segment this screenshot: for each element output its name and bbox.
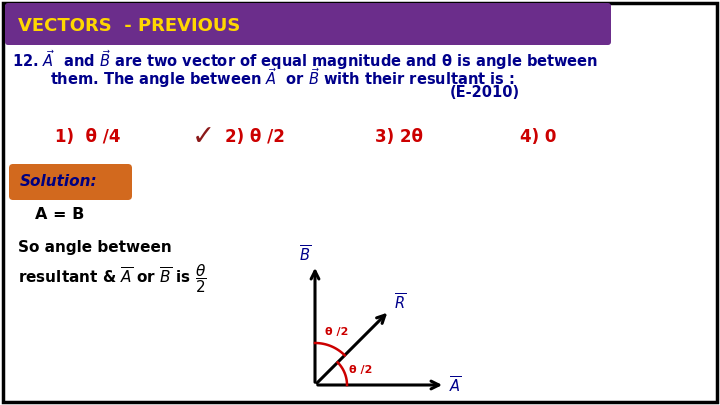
Text: θ /2: θ /2 [325, 327, 348, 337]
Text: 12. $\vec{A}$  and $\vec{B}$ are two vector of equal magnitude and θ is angle be: 12. $\vec{A}$ and $\vec{B}$ are two vect… [12, 48, 598, 72]
FancyBboxPatch shape [5, 3, 611, 45]
Text: 4) 0: 4) 0 [520, 128, 557, 146]
Text: them. The angle between $\vec{A}$  or $\vec{B}$ with their resultant is :: them. The angle between $\vec{A}$ or $\v… [50, 66, 515, 90]
Text: 2) θ /2: 2) θ /2 [225, 128, 285, 146]
Text: $\overline{A}$: $\overline{A}$ [449, 376, 462, 396]
Text: $\overline{R}$: $\overline{R}$ [395, 293, 406, 313]
Text: VECTORS  - PREVIOUS: VECTORS - PREVIOUS [18, 17, 240, 35]
Text: θ /2: θ /2 [349, 365, 372, 375]
Text: A = B: A = B [35, 207, 84, 222]
Text: resultant & $\overline{A}$ or $\overline{B}$ is $\dfrac{\theta}{2}$: resultant & $\overline{A}$ or $\overline… [18, 262, 207, 295]
Text: 3) 2θ: 3) 2θ [375, 128, 423, 146]
Text: 1)  θ /4: 1) θ /4 [55, 128, 120, 146]
Text: (E-2010): (E-2010) [450, 85, 520, 100]
FancyBboxPatch shape [9, 164, 132, 200]
Text: So angle between: So angle between [18, 240, 172, 255]
Text: ✓: ✓ [192, 123, 215, 151]
Text: Solution:: Solution: [20, 175, 98, 190]
FancyBboxPatch shape [3, 3, 717, 402]
Text: $\overline{B}$: $\overline{B}$ [299, 245, 311, 265]
